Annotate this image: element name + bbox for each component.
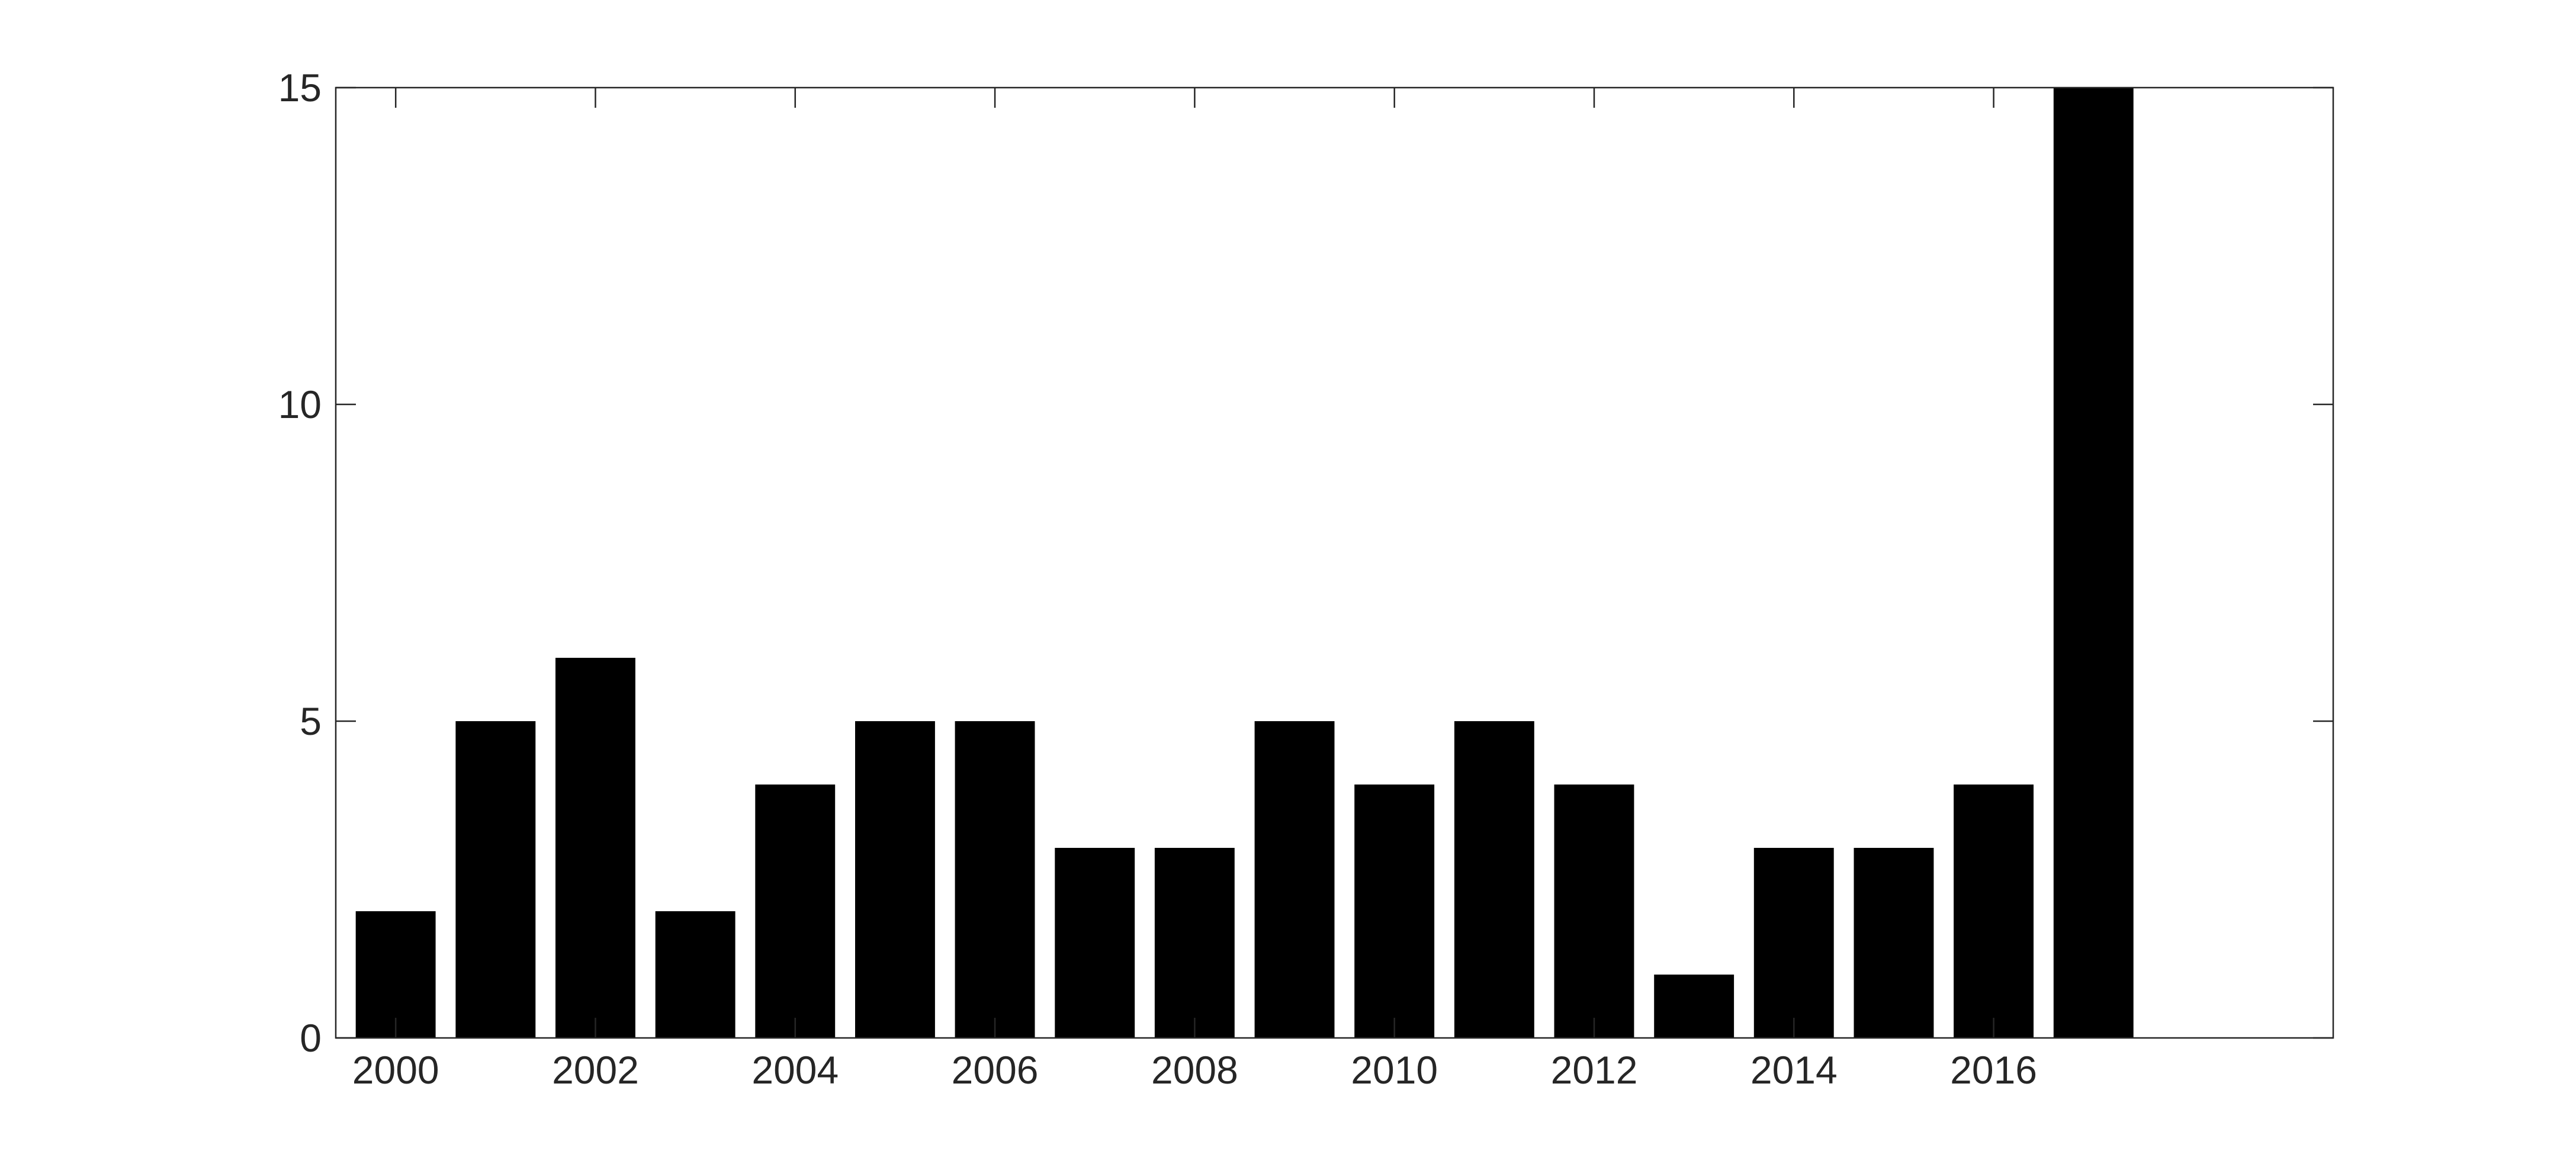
ticks-group — [336, 86, 2333, 1039]
bar-2008 — [1154, 848, 1235, 1038]
x-tick-labels: 2000 2002 2004 2006 2008 2010 2012 2014 2016 — [352, 1048, 2037, 1092]
y-tick-label: 10 — [278, 382, 322, 426]
bar-2005 — [855, 721, 935, 1038]
bar-2004 — [755, 785, 836, 1038]
bar-2009 — [1254, 721, 1335, 1038]
bar-2011 — [1454, 721, 1534, 1038]
y-tick-label: 15 — [278, 66, 322, 110]
bar-2016 — [1954, 785, 2034, 1038]
bar-2007 — [1055, 848, 1135, 1038]
bar-2017 — [2053, 88, 2134, 1038]
bar-2003 — [655, 911, 735, 1038]
x-tick-label: 2000 — [352, 1048, 439, 1092]
x-tick-label: 2012 — [1551, 1048, 1638, 1092]
bar-2006 — [955, 721, 1035, 1038]
bar-2014 — [1753, 848, 1834, 1038]
bar-2000 — [355, 911, 436, 1038]
x-tick-label: 2016 — [1950, 1048, 2037, 1092]
bar-2010 — [1354, 785, 1435, 1038]
x-tick-label: 2014 — [1750, 1048, 1838, 1092]
bar-2013 — [1654, 975, 1735, 1038]
bar-2002 — [555, 658, 635, 1038]
x-tick-label: 2004 — [751, 1048, 839, 1092]
x-tick-label: 2006 — [952, 1048, 1039, 1092]
y-tick-labels: 0 5 10 15 — [278, 66, 322, 1060]
x-tick-label: 2002 — [552, 1048, 639, 1092]
bar-2015 — [1854, 848, 1934, 1038]
x-tick-label: 2010 — [1351, 1048, 1438, 1092]
bar-2012 — [1554, 785, 1634, 1038]
bars-group — [355, 88, 2134, 1038]
plot-frame — [335, 86, 2334, 1039]
y-tick-label: 5 — [300, 699, 322, 743]
x-tick-label: 2008 — [1151, 1048, 1238, 1092]
bar-2001 — [455, 721, 536, 1038]
y-tick-label: 0 — [300, 1016, 322, 1060]
